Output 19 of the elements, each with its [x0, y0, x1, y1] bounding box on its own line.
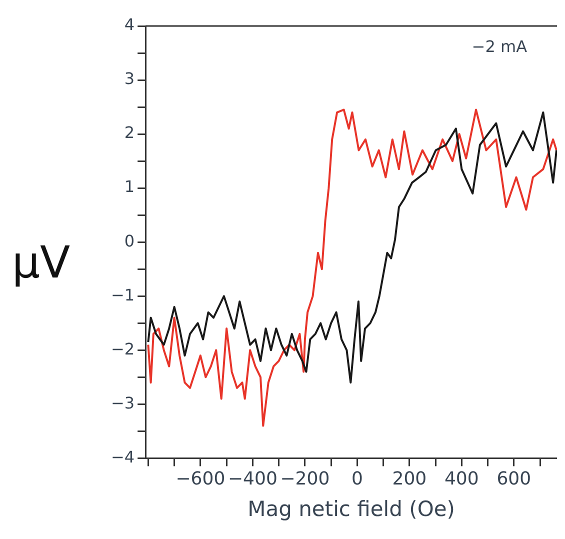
y-tick-label: 2 — [124, 123, 135, 142]
x-tick-label: 200 — [392, 468, 427, 490]
y-tick-label: 4 — [124, 15, 135, 34]
x-tick-label: 600 — [496, 468, 532, 490]
y-tick-label: −4 — [110, 447, 135, 466]
y-axis-title: μV — [12, 238, 70, 289]
y-tick-label: −1 — [110, 285, 135, 304]
x-tick-label: 400 — [444, 468, 479, 490]
y-tick-label: 0 — [124, 231, 135, 250]
x-axis-title: Mag netic field (Oe) — [248, 496, 455, 521]
x-tick-label: −400 — [228, 468, 278, 490]
annotation: −2 mA — [472, 37, 528, 56]
x-tick-label: −600 — [176, 468, 226, 490]
y-tick-label: −2 — [110, 339, 135, 358]
y-tick-label: −3 — [110, 393, 135, 412]
x-tick-label: −200 — [280, 468, 330, 490]
y-tick-label: 3 — [124, 69, 135, 88]
y-tick-label: 1 — [124, 177, 135, 196]
x-tick-label: 0 — [351, 468, 363, 490]
